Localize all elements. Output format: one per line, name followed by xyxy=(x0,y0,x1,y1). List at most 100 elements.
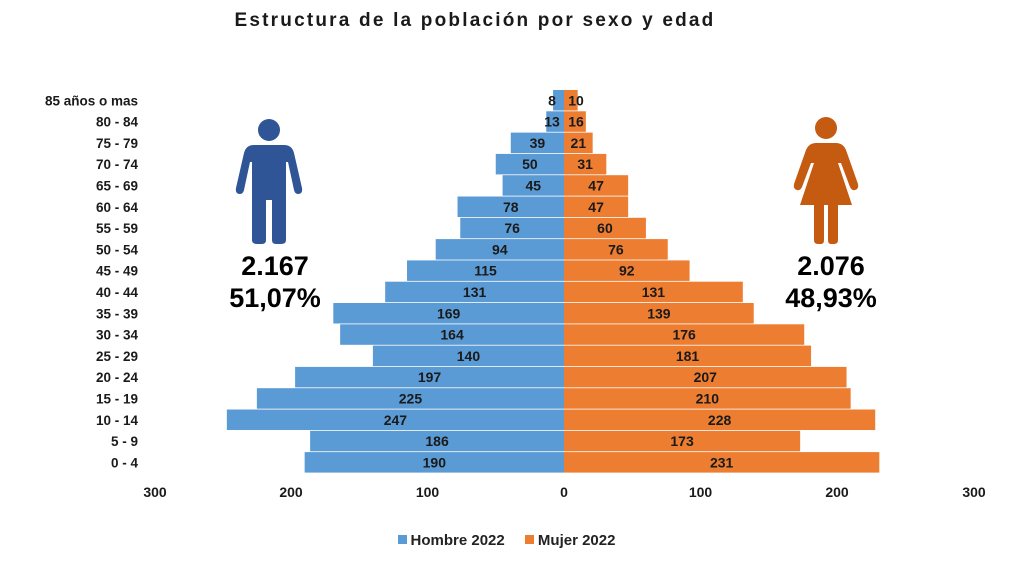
bar-men-12 xyxy=(457,196,564,217)
bar-women-8 xyxy=(564,281,743,303)
bar-women-9 xyxy=(564,260,690,281)
woman-icon xyxy=(793,117,859,244)
men-percent: 51,07% xyxy=(229,283,321,313)
y-label-11: 55 - 59 xyxy=(96,221,138,236)
bar-women-10 xyxy=(564,239,668,260)
y-label-2: 10 - 14 xyxy=(96,413,139,428)
bar-men-17 xyxy=(553,90,564,111)
bar-men-3 xyxy=(256,388,564,409)
label-men-10: 94 xyxy=(492,241,508,257)
bar-men-9 xyxy=(407,260,564,281)
y-label-4: 20 - 24 xyxy=(96,370,139,385)
bar-women-12 xyxy=(564,196,629,217)
legend-swatch-women xyxy=(524,535,534,544)
bar-men-10 xyxy=(435,239,564,260)
label-men-9: 115 xyxy=(474,263,497,279)
y-label-17: 85 años o mas xyxy=(45,93,138,108)
legend-swatch-men xyxy=(397,535,407,544)
label-women-3: 210 xyxy=(696,390,720,406)
bar-women-3 xyxy=(564,388,851,409)
x-tick-3: 0 xyxy=(560,484,568,500)
men-count: 2.167 xyxy=(241,251,309,281)
label-men-7: 169 xyxy=(437,305,461,321)
bar-men-7 xyxy=(333,303,564,324)
y-label-13: 65 - 69 xyxy=(96,178,138,193)
bar-men-0 xyxy=(304,452,564,473)
label-men-14: 50 xyxy=(522,156,538,172)
y-label-12: 60 - 64 xyxy=(96,200,139,215)
y-label-8: 40 - 44 xyxy=(96,285,139,300)
label-women-5: 181 xyxy=(676,348,700,364)
y-label-9: 45 - 49 xyxy=(96,264,138,279)
y-label-6: 30 - 34 xyxy=(96,328,139,343)
label-men-2: 247 xyxy=(384,412,408,428)
label-men-13: 45 xyxy=(525,177,541,193)
bar-women-6 xyxy=(564,324,805,345)
bar-women-7 xyxy=(564,303,754,324)
y-label-16: 80 - 84 xyxy=(96,115,139,130)
bar-men-8 xyxy=(385,281,564,303)
women-percent: 48,93% xyxy=(785,283,877,313)
bar-women-16 xyxy=(564,111,586,132)
y-label-15: 75 - 79 xyxy=(96,136,138,151)
bar-women-2 xyxy=(564,409,876,430)
bar-women-17 xyxy=(564,90,578,111)
x-tick-5: 200 xyxy=(825,484,849,500)
bar-men-4 xyxy=(295,366,564,388)
label-men-16: 13 xyxy=(544,114,560,130)
men-totals: 2.167 51,07% xyxy=(212,250,338,314)
y-axis-labels: 0 - 4 5 - 9 10 - 14 15 - 19 20 - 24 25 - 29 30… xyxy=(45,93,139,470)
bar-women-13 xyxy=(564,175,629,196)
label-men-8: 131 xyxy=(463,284,487,300)
bar-men-6 xyxy=(340,324,564,345)
women-count: 2.076 xyxy=(797,251,865,281)
women-totals: 2.076 48,93% xyxy=(766,250,896,314)
label-women-10: 76 xyxy=(608,241,624,257)
label-men-17: 8 xyxy=(548,92,556,108)
y-label-1: 5 - 9 xyxy=(111,434,138,449)
bar-women-0 xyxy=(564,452,880,473)
label-women-16: 16 xyxy=(568,114,584,130)
bar-women-4 xyxy=(564,366,847,388)
label-women-6: 176 xyxy=(672,327,696,343)
label-women-17: 10 xyxy=(568,92,584,108)
x-tick-1: 200 xyxy=(279,484,303,500)
bar-women-5 xyxy=(564,345,812,367)
x-tick-2: 100 xyxy=(416,484,440,500)
label-women-2: 228 xyxy=(708,412,732,428)
label-men-11: 76 xyxy=(504,220,520,236)
label-women-7: 139 xyxy=(647,305,671,321)
bar-men-14 xyxy=(495,153,564,175)
bar-men-2 xyxy=(226,409,564,430)
label-men-5: 140 xyxy=(457,348,481,364)
y-label-7: 35 - 39 xyxy=(96,306,138,321)
label-women-12: 47 xyxy=(588,199,604,215)
x-axis-ticks: 300 200 100 0 100 200 300 xyxy=(143,484,986,500)
label-men-12: 78 xyxy=(503,199,519,215)
bar-women-1 xyxy=(564,430,801,452)
label-men-3: 225 xyxy=(399,390,423,406)
bar-men-11 xyxy=(460,217,564,239)
legend-label-women: Mujer 2022 xyxy=(537,532,616,549)
y-label-0: 0 - 4 xyxy=(111,455,139,470)
label-men-4: 197 xyxy=(418,369,442,385)
label-men-1: 186 xyxy=(425,433,449,449)
label-women-13: 47 xyxy=(588,177,604,193)
x-tick-4: 100 xyxy=(689,484,713,500)
bar-men-5 xyxy=(372,345,564,367)
x-tick-6: 300 xyxy=(962,484,986,500)
legend: Hombre 2022 Mujer 2022 xyxy=(0,532,1013,549)
legend-item-men: Hombre 2022 xyxy=(397,532,505,549)
bar-men-16 xyxy=(546,111,564,132)
bar-men-13 xyxy=(502,175,564,196)
man-icon xyxy=(235,119,303,244)
bar-men-1 xyxy=(310,430,564,452)
label-women-4: 207 xyxy=(694,369,718,385)
label-women-0: 231 xyxy=(710,454,734,470)
label-women-11: 60 xyxy=(597,220,613,236)
legend-label-men: Hombre 2022 xyxy=(410,532,505,549)
label-women-14: 31 xyxy=(577,156,593,172)
x-tick-0: 300 xyxy=(143,484,167,500)
y-label-10: 50 - 54 xyxy=(96,242,139,257)
